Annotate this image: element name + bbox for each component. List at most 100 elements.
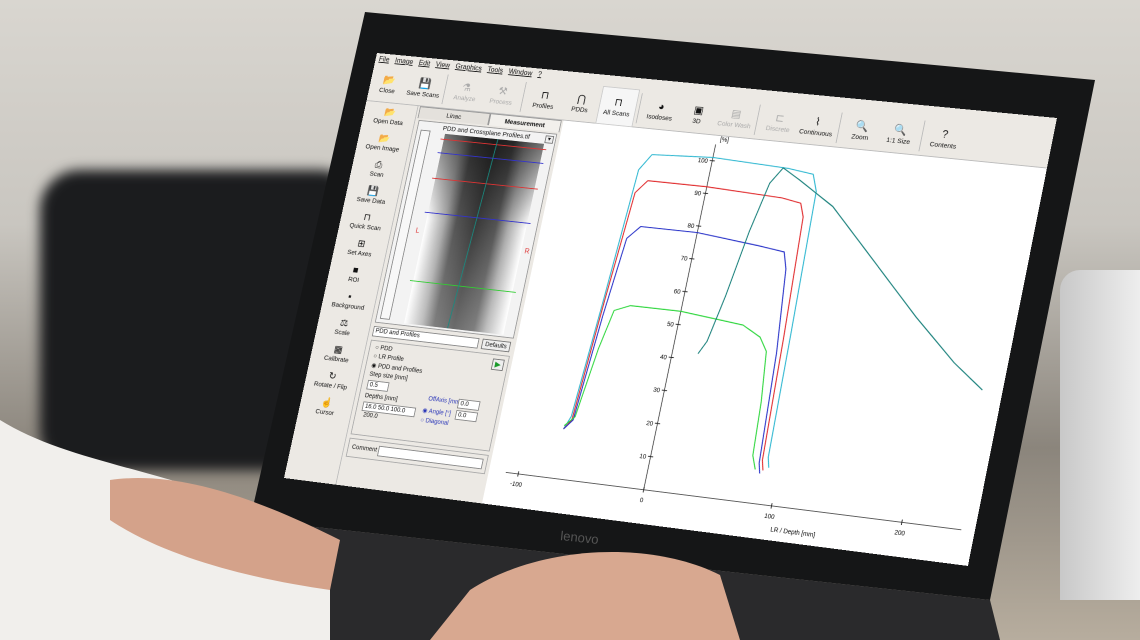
profile-chart[interactable]: -100 0 100 200 10 20 30 40 50 60 70 80 90 100 [%] LR / …	[482, 120, 1047, 565]
hand-left	[110, 478, 340, 590]
sidebar-label: Set Axes	[346, 247, 373, 259]
y-tick-label: 40	[659, 355, 667, 362]
menu-image[interactable]: Image	[394, 56, 415, 66]
sidebar-label: ROI	[347, 274, 360, 284]
x-tick-label: 200	[894, 530, 906, 538]
angle-input[interactable]: 0.0	[454, 410, 479, 423]
analyze-icon: ⚗	[461, 81, 473, 94]
x-tick-label: -100	[509, 481, 522, 489]
y-tick	[696, 226, 701, 227]
y-tick	[662, 390, 667, 391]
y-tick	[689, 258, 694, 259]
menu-view[interactable]: View	[435, 60, 451, 70]
marker-right: R	[523, 247, 531, 256]
toolbar-label: Zoom	[850, 132, 869, 142]
sidebar-label: Open Data	[372, 116, 404, 127]
series-line-4	[697, 163, 1022, 390]
toolbar-label: Contents	[928, 139, 958, 151]
roi-icon: ■	[351, 265, 360, 276]
toolbar-label: Isodoses	[645, 112, 673, 123]
background-icon: ▪	[347, 291, 353, 303]
y-tick	[676, 324, 681, 325]
menu-tools[interactable]: Tools	[486, 65, 504, 75]
sidebar-label: Rotate / Flip	[313, 379, 348, 392]
y-tick-label: 50	[666, 322, 674, 329]
radio-pdd[interactable]: ○ PDD	[374, 344, 394, 353]
sidebar-label: Scale	[333, 327, 351, 338]
toolbar-label: Close	[378, 85, 396, 96]
toolbar-label: Continuous	[798, 127, 833, 139]
y-tick	[682, 291, 687, 292]
toolbar-label: PDDs	[570, 104, 589, 115]
sidebar-label: Save Data	[355, 194, 387, 206]
offaxis-input[interactable]: 0.0	[456, 398, 481, 411]
menu-graphics[interactable]: Graphics	[454, 62, 483, 73]
y-tick-label: 20	[646, 421, 654, 428]
x-tick-label: 0	[639, 498, 644, 505]
save-scans-button[interactable]: 💾 Save Scans	[402, 67, 446, 108]
x-tick	[771, 503, 772, 508]
y-tick-label: 60	[673, 289, 681, 296]
menu-help[interactable]: ?	[537, 70, 543, 79]
zoom-icon: 🔍	[854, 119, 870, 133]
radio-diagonal[interactable]: ○ Diagonal	[419, 417, 449, 427]
sidebar-label: Scan	[368, 169, 385, 179]
y-tick	[648, 456, 653, 457]
comment-input[interactable]	[376, 445, 484, 470]
toolbar-label: 1:1 Size	[885, 135, 911, 146]
toolbar-label: Profiles	[531, 100, 555, 111]
defaults-button[interactable]: Defaults	[480, 338, 512, 353]
sidebar-label: Quick Scan	[348, 221, 382, 233]
depths-input[interactable]: 16.0 50.0 100.0 200.0	[361, 401, 417, 420]
step-size-input[interactable]: 0.5	[366, 379, 390, 392]
y-tick	[710, 160, 715, 161]
green-line	[409, 280, 516, 293]
contents-button[interactable]: ? Contents	[921, 117, 968, 159]
all-scans-button[interactable]: ⊓ All Scans	[595, 85, 641, 128]
cursor-button[interactable]: ☝ Cursor	[297, 390, 354, 423]
app-window: File Image Edit View Graphics Tools Window? 📂 C…	[283, 53, 1057, 566]
sidebar-label: Background	[330, 300, 366, 312]
radio-angle[interactable]: ◉ Angle [°]	[421, 407, 452, 418]
menu-window[interactable]: Window	[507, 67, 534, 78]
process-button[interactable]: ⚒ Process	[480, 75, 524, 116]
sidebar-label: Cursor	[314, 407, 335, 418]
y-tick-label: 90	[694, 191, 702, 198]
radio-lr-profile[interactable]: ○ LR Profile	[372, 353, 405, 363]
toolbar-label: Discrete	[765, 123, 791, 134]
x-tick	[518, 471, 519, 476]
pdd-icon: ⋂	[576, 92, 588, 106]
color-wash-button[interactable]: ▤ Color Wash	[713, 97, 758, 139]
comment-label: Comment	[351, 444, 378, 454]
y-tick	[655, 423, 660, 424]
run-button[interactable]: ▶	[490, 358, 505, 372]
tools-icon: ⚒	[497, 84, 509, 98]
film-image[interactable]: L R	[404, 133, 547, 335]
image-dropdown-button[interactable]: ▾	[544, 135, 555, 144]
toolbar-label: All Scans	[602, 107, 631, 119]
chart-area: -100 0 100 200 10 20 30 40 50 60 70 80 90 100 [%] LR / …	[481, 120, 1047, 566]
marker-left: L	[414, 226, 421, 235]
floppy-icon: 💾	[417, 76, 433, 90]
x-axis-label: LR / Depth [mm]	[770, 527, 816, 539]
y-tick-label: 30	[652, 387, 660, 394]
y-tick-label: 80	[687, 223, 695, 230]
menu-edit[interactable]: Edit	[418, 58, 431, 68]
all-scans-icon: ⊓	[613, 95, 624, 109]
toolbar-label: Save Scans	[405, 88, 440, 100]
y-axis-label: [%]	[719, 137, 729, 144]
zoom-reset-icon: 🔍	[892, 123, 909, 137]
1-1-size-button[interactable]: 🔍 1:1 Size	[876, 113, 922, 155]
folder-open-icon: 📂	[381, 73, 397, 87]
x-tick	[901, 520, 902, 525]
help-icon: ?	[941, 127, 950, 141]
menu-file[interactable]: File	[378, 54, 391, 64]
profiles-icon: ⊓	[539, 88, 551, 102]
x-tick	[643, 487, 644, 492]
isodose-icon: ◕	[657, 100, 666, 113]
discrete-icon: ⊏	[774, 111, 786, 125]
y-tick-label: 10	[639, 454, 647, 461]
y-tick-label: 100	[697, 158, 708, 165]
continuous-button[interactable]: ⌇ Continuous	[794, 105, 840, 147]
scan-options: ○ PDD ○ LR Profile ◉ PDD and Profiles ▶ …	[350, 339, 510, 452]
